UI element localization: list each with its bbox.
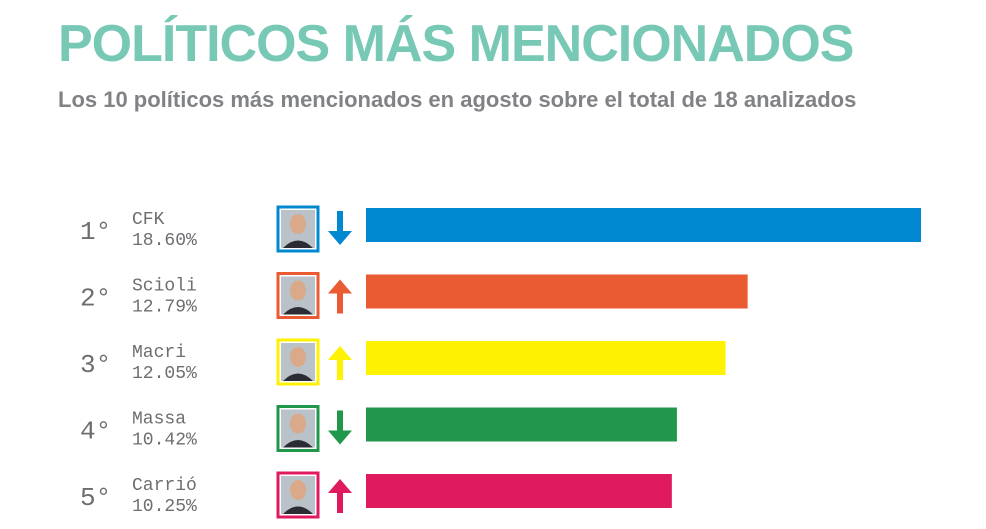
bar — [366, 474, 672, 508]
category-label: CFK — [132, 210, 165, 230]
arrow-down-icon — [328, 211, 352, 245]
category-label: Carrió — [132, 476, 197, 496]
value-label: 10.42% — [132, 431, 197, 451]
category-label: Massa — [132, 410, 186, 430]
arrow-down-icon — [328, 410, 352, 445]
rank-label: 5° — [80, 483, 111, 513]
chart-title: POLÍTICOS MÁS MENCIONADOS — [58, 15, 854, 73]
arrow-up-icon — [328, 279, 352, 314]
massa-portrait-icon — [276, 405, 320, 452]
bar — [366, 274, 748, 309]
value-label: 18.60% — [132, 231, 197, 251]
category-label: Macri — [132, 343, 186, 363]
rank-label: 2° — [80, 284, 111, 314]
arrow-up-icon — [328, 346, 352, 380]
bar — [366, 208, 921, 242]
chart-subtitle: Los 10 políticos más mencionados en agos… — [58, 87, 857, 112]
rank-label: 3° — [80, 350, 111, 380]
rank-label: 1° — [80, 217, 111, 247]
arrow-up-icon — [328, 479, 352, 513]
value-label: 10.25% — [132, 497, 197, 517]
cfk-portrait-icon — [276, 205, 320, 253]
carrio-portrait-icon — [276, 471, 320, 519]
bar — [366, 341, 726, 375]
value-label: 12.05% — [132, 364, 197, 384]
rank-label: 4° — [80, 417, 111, 447]
value-label: 12.79% — [132, 298, 197, 318]
macri-portrait-icon — [276, 338, 320, 386]
bar — [366, 407, 677, 442]
category-label: Scioli — [132, 277, 197, 297]
scioli-portrait-icon — [276, 272, 320, 319]
